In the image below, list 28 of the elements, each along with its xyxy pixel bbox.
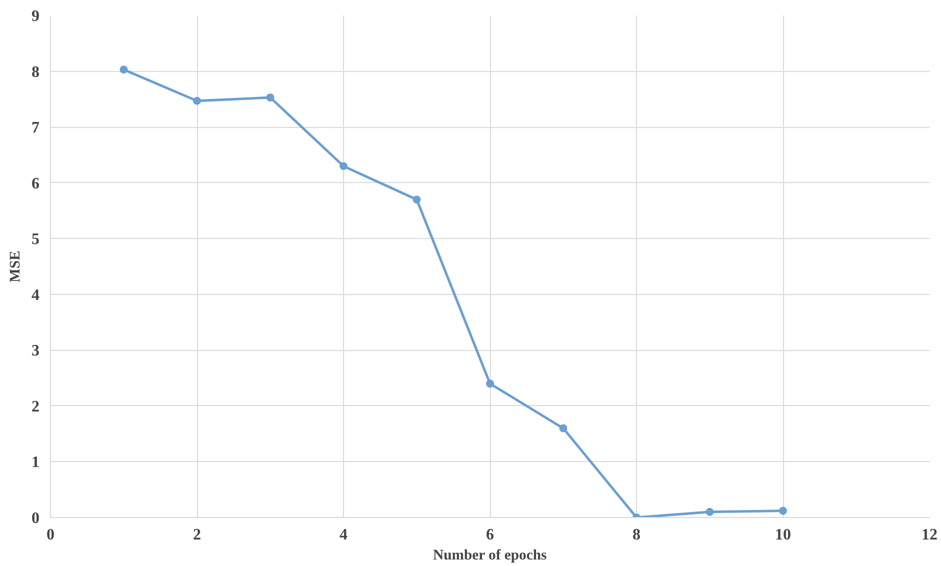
y-tick-label: 3: [32, 342, 40, 360]
y-tick-label: 1: [32, 454, 40, 472]
x-tick-label: 12: [922, 526, 938, 544]
point: [706, 508, 714, 516]
x-tick-label: 2: [193, 526, 201, 544]
x-axis-title: Number of epochs: [433, 548, 548, 564]
point: [266, 94, 274, 102]
x-tick-label: 8: [632, 526, 640, 544]
y-tick-label: 5: [32, 231, 40, 248]
point: [340, 162, 348, 170]
y-tick-label: 2: [32, 398, 40, 416]
y-tick-label: 4: [32, 286, 40, 304]
point: [120, 66, 128, 74]
x-tick-label: 4: [340, 526, 348, 544]
point: [412, 196, 421, 204]
point: [779, 506, 787, 515]
point: [193, 96, 201, 105]
y-axis-title: MSE: [8, 250, 24, 282]
y-tick-label: 9: [32, 8, 40, 25]
point: [559, 424, 568, 432]
x-tick-label: 0: [46, 526, 54, 544]
y-tick-label: 0: [32, 510, 40, 527]
y-tick-label: 8: [32, 64, 40, 81]
y-tick-label: 7: [32, 120, 40, 137]
y-tick-label: 6: [32, 175, 40, 192]
x-tick-label: 6: [486, 526, 494, 544]
x-tick-label: 10: [775, 526, 791, 544]
point: [486, 380, 494, 388]
